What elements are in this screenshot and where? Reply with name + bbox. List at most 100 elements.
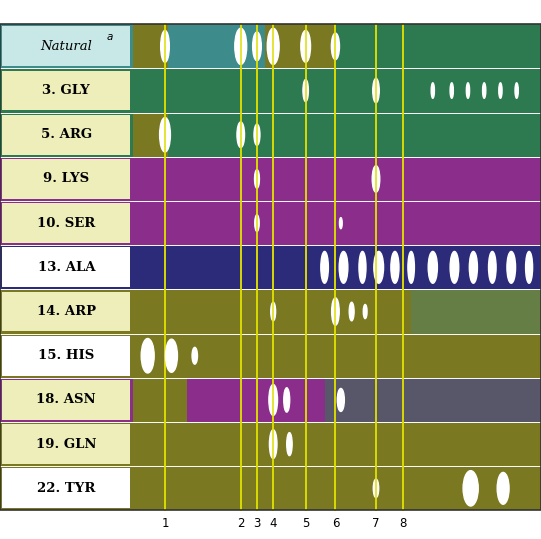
Ellipse shape (410, 261, 412, 273)
Ellipse shape (467, 85, 469, 96)
Ellipse shape (340, 219, 342, 227)
Bar (335, 24, 541, 68)
Ellipse shape (161, 30, 169, 63)
Ellipse shape (268, 32, 278, 60)
Ellipse shape (393, 258, 397, 277)
Bar (133, 113, 168, 157)
Ellipse shape (500, 87, 501, 94)
Ellipse shape (256, 44, 258, 49)
Bar (2, 115, 130, 155)
Ellipse shape (340, 221, 341, 225)
Ellipse shape (256, 176, 258, 182)
Ellipse shape (490, 258, 494, 277)
Bar (411, 289, 541, 334)
Ellipse shape (450, 251, 459, 284)
Ellipse shape (526, 255, 532, 280)
Ellipse shape (374, 84, 378, 98)
Ellipse shape (527, 258, 531, 277)
Ellipse shape (350, 306, 353, 317)
Text: 5: 5 (302, 517, 309, 530)
Ellipse shape (451, 85, 453, 96)
Ellipse shape (323, 261, 326, 273)
Ellipse shape (502, 483, 505, 494)
Text: 19. GLN: 19. GLN (36, 438, 96, 451)
Ellipse shape (483, 85, 485, 96)
Ellipse shape (360, 255, 365, 280)
Ellipse shape (303, 79, 308, 101)
Ellipse shape (432, 87, 433, 94)
Ellipse shape (374, 174, 378, 184)
Ellipse shape (454, 265, 455, 270)
Text: 4: 4 (269, 517, 277, 530)
Bar (0, 466, 541, 510)
Ellipse shape (373, 78, 379, 103)
Text: 13. ALA: 13. ALA (37, 261, 95, 274)
Ellipse shape (146, 350, 150, 361)
Ellipse shape (283, 388, 290, 412)
Ellipse shape (378, 265, 379, 270)
Ellipse shape (339, 251, 348, 284)
Ellipse shape (269, 430, 277, 459)
Ellipse shape (305, 89, 306, 92)
Ellipse shape (391, 251, 399, 284)
Ellipse shape (287, 433, 292, 455)
Ellipse shape (373, 169, 379, 189)
Ellipse shape (287, 436, 292, 452)
Ellipse shape (237, 36, 244, 57)
Ellipse shape (375, 487, 377, 490)
Bar (0, 201, 541, 245)
Ellipse shape (471, 258, 476, 277)
Ellipse shape (239, 130, 242, 140)
Ellipse shape (286, 398, 287, 402)
Ellipse shape (501, 483, 505, 493)
Ellipse shape (431, 83, 434, 98)
Ellipse shape (304, 84, 307, 97)
Ellipse shape (269, 384, 278, 416)
Ellipse shape (340, 398, 341, 402)
Ellipse shape (452, 258, 457, 277)
Ellipse shape (339, 393, 343, 406)
Ellipse shape (271, 40, 275, 53)
Ellipse shape (270, 302, 275, 321)
Bar (2, 247, 130, 287)
Bar (2, 468, 130, 508)
Ellipse shape (147, 353, 149, 358)
Bar (0, 245, 541, 289)
Ellipse shape (322, 258, 327, 277)
Bar (2, 292, 130, 331)
Text: 9. LYS: 9. LYS (43, 172, 89, 185)
Ellipse shape (502, 486, 504, 490)
Ellipse shape (338, 391, 344, 409)
Ellipse shape (305, 87, 307, 94)
Ellipse shape (335, 44, 336, 49)
Bar (2, 380, 130, 420)
Ellipse shape (408, 251, 414, 284)
Ellipse shape (408, 255, 414, 280)
Ellipse shape (267, 28, 279, 65)
Ellipse shape (516, 85, 518, 96)
Bar (0, 289, 541, 334)
Ellipse shape (342, 261, 345, 273)
Ellipse shape (528, 261, 530, 273)
Ellipse shape (272, 306, 275, 317)
Ellipse shape (160, 118, 170, 152)
Ellipse shape (169, 348, 174, 364)
Ellipse shape (301, 30, 311, 63)
Ellipse shape (473, 265, 474, 270)
Ellipse shape (340, 218, 342, 229)
Ellipse shape (164, 132, 166, 137)
Bar (2, 336, 130, 376)
Ellipse shape (375, 86, 377, 95)
Ellipse shape (516, 87, 517, 94)
Ellipse shape (254, 124, 260, 146)
Ellipse shape (372, 165, 380, 192)
Ellipse shape (373, 81, 379, 100)
Ellipse shape (466, 83, 470, 98)
Ellipse shape (430, 258, 436, 277)
Ellipse shape (169, 350, 174, 361)
Ellipse shape (237, 122, 245, 148)
Ellipse shape (288, 439, 291, 449)
Bar (2, 26, 130, 66)
Ellipse shape (360, 258, 365, 277)
Ellipse shape (272, 44, 274, 49)
